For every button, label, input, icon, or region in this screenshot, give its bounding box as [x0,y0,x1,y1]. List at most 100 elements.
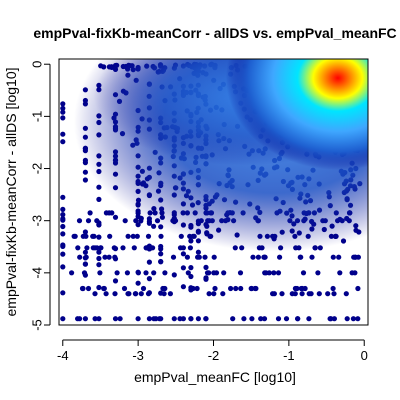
scatter-point [80,233,86,239]
scatter-point [177,245,184,251]
scatter-point [330,254,336,260]
scatter-point [261,316,268,322]
scatter-point [72,233,78,239]
scatter-point [60,316,66,322]
scatter-point [125,291,131,297]
scatter-point [211,254,217,260]
scatter-point [151,270,157,276]
scatter-point [143,270,149,276]
scatter-point [195,254,201,260]
scatter-point [112,254,118,260]
y-tick-label: -3 [29,215,44,227]
scatter-point [92,316,98,322]
scatter-point [289,291,295,297]
scatter-point [250,254,256,260]
scatter-point [188,265,194,271]
scatter-point [101,285,107,292]
scatter-point [309,254,315,260]
scatter-point [336,254,342,260]
scatter-point [106,254,112,260]
scatter-point [135,316,141,322]
scatter-point [177,316,183,322]
scatter-point [140,285,147,292]
scatter-point [96,234,102,240]
scatter-point [125,233,131,239]
scatter-point [203,264,209,270]
scatter-point [292,285,298,292]
scatter-point [98,245,104,251]
scatter-point [355,285,361,292]
scatter-point [158,233,164,239]
scatter-point [233,285,239,292]
y-axis: -5 -4 -3 -2 -1 0 [29,61,51,331]
scatter-point [143,245,149,251]
scatter-point [146,259,152,265]
scatter-point [60,264,66,270]
scatter-point [60,231,66,237]
scatter-point [82,249,88,255]
scatter-point [60,223,66,230]
scatter-point [283,316,290,322]
scatter-point [221,270,227,276]
scatter-point [82,177,88,183]
scatter-point [146,276,152,282]
scatter-point [203,276,209,282]
scatter-point [262,254,268,260]
scatter-point [87,210,93,216]
scatter-point [180,265,186,271]
scatter-point [90,245,96,251]
scatter-point [298,254,304,260]
scatter-point [190,285,196,292]
scatter-point [135,222,141,228]
y-tick-label: -2 [29,163,44,175]
x-axis-label: empPval_meanFC [log10] [134,369,296,385]
scatter-point [60,139,66,145]
scatter-point [237,270,244,276]
scatter-point [316,291,322,297]
scatter-point [85,285,92,292]
scatter-point [228,285,234,292]
scatter-point [220,291,226,297]
scatter-point [249,316,255,322]
scatter-point [167,291,173,297]
scatter-point [111,245,117,251]
scatter-point [60,251,66,257]
scatter-point [299,285,305,292]
scatter-point [331,291,337,297]
scatter-point [94,245,100,251]
scatter-point [145,291,152,297]
scatter-point [112,316,119,322]
scatter-point [133,291,139,297]
x-tick-label: -2 [208,348,220,363]
scatter-point [238,285,244,292]
scatter-point [112,291,118,297]
scatter-point [82,261,88,267]
y-tick-label: 0 [29,61,44,68]
scatter-point [60,105,66,111]
scatter-point [188,273,194,280]
scatter-point [69,270,75,276]
scatter-point [161,291,167,297]
scatter-point [91,233,97,239]
chart-title: empPval-fixKb-meanCorr - allDS vs. empPv… [33,25,396,41]
scatter-point [84,245,90,251]
scatter-point [248,285,254,292]
scatter-point [299,291,305,297]
scatter-point [230,316,236,322]
scatter-point [206,291,212,297]
y-tick-label: -1 [29,111,44,123]
scatter-point [275,316,282,322]
scatter-point [350,316,356,322]
scatter-point [135,270,141,276]
scatter-point [120,245,126,251]
scatter-point [355,316,361,322]
scatter-point [135,280,141,286]
scatter-point [255,254,261,260]
x-tick-label: -4 [57,348,69,363]
scatter-point [94,218,100,224]
scatter-point [160,285,166,292]
scatter-point [131,245,137,251]
scatter-point [184,254,190,260]
scatter-point [96,255,102,262]
scatter-point [352,254,358,260]
